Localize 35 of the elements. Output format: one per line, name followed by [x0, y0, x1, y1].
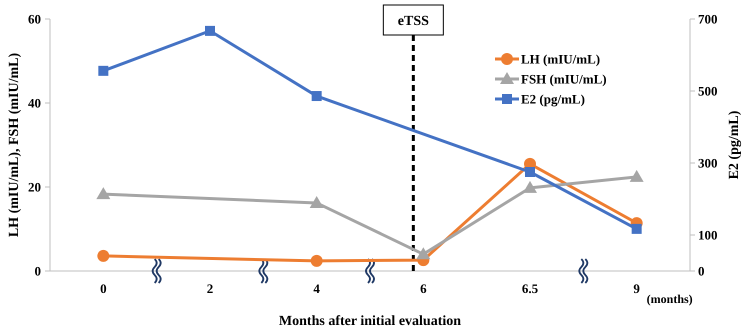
point — [525, 167, 535, 177]
x-tick-label: 4 — [313, 281, 320, 296]
point — [96, 187, 110, 200]
point — [523, 180, 537, 193]
x-axis-title: Months after initial evaluation — [278, 314, 462, 329]
point — [310, 196, 324, 208]
y-tick-label: 20 — [28, 180, 41, 195]
point — [416, 247, 430, 260]
y-tick-label: 60 — [28, 12, 41, 27]
point — [310, 254, 323, 267]
text: (months) — [646, 292, 693, 306]
point — [312, 91, 322, 102]
x-tick-label: 6 — [420, 281, 428, 296]
y2-tick-label: 500 — [698, 84, 718, 99]
y2-tick-label: 700 — [698, 12, 718, 27]
point — [630, 170, 644, 182]
y-tick-label: 40 — [28, 96, 41, 111]
ref-line-label: eTSS — [398, 14, 430, 29]
point — [98, 66, 108, 76]
y2-tick-label: 0 — [698, 264, 704, 279]
x-tick-label: 0 — [100, 281, 107, 296]
legend-label: FSH (mIU/mL) — [521, 72, 607, 87]
point — [97, 250, 110, 262]
legend-label: LH (mIU/mL) — [521, 52, 600, 67]
x-tick-label: 2 — [206, 281, 214, 296]
legend-label: E2 (pg/mL) — [521, 92, 585, 107]
point — [632, 224, 642, 234]
x-tick-label: 6.5 — [522, 281, 539, 296]
y2-tick-label: 300 — [698, 156, 718, 171]
y-axis-title: LH (mIU/mL), FSH (mIU/mL) — [7, 52, 22, 238]
y2-axis-title: E2 (pg/mL) — [727, 110, 742, 180]
x-tick-label: 9 — [633, 281, 640, 296]
y-tick-label: 0 — [34, 264, 41, 279]
point — [205, 26, 215, 36]
y2-tick-label: 100 — [698, 228, 718, 243]
